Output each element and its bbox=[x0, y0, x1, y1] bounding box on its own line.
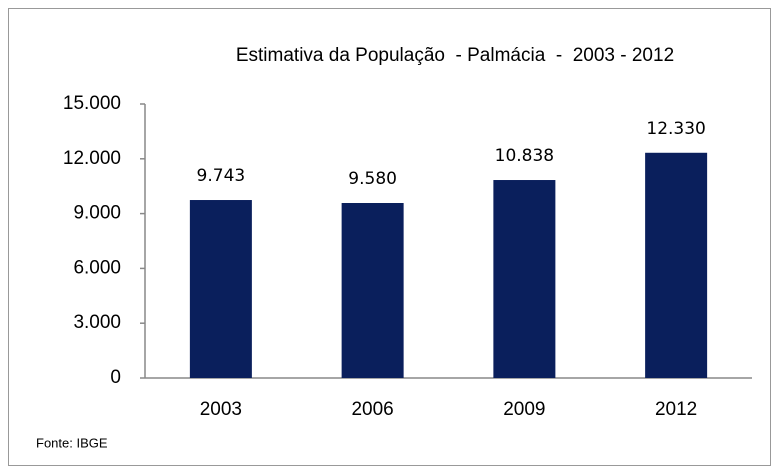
y-tick-label: 15.000 bbox=[63, 93, 121, 114]
bar bbox=[645, 152, 708, 378]
y-tick-label: 6.000 bbox=[73, 257, 121, 278]
value-label: 12.330 bbox=[646, 119, 705, 139]
value-label: 10.838 bbox=[495, 146, 554, 166]
bar bbox=[189, 200, 252, 378]
y-tick-label: 0 bbox=[110, 367, 121, 388]
y-tick-label: 9.000 bbox=[73, 203, 121, 224]
bar bbox=[341, 203, 404, 378]
x-tick-label: 2003 bbox=[200, 399, 242, 420]
x-tick-label: 2009 bbox=[503, 399, 545, 420]
source-note: Fonte: IBGE bbox=[36, 435, 108, 450]
value-label: 9.580 bbox=[348, 169, 397, 189]
bar bbox=[493, 180, 556, 378]
y-tick-label: 3.000 bbox=[73, 312, 121, 333]
x-tick-label: 2012 bbox=[655, 399, 697, 420]
x-tick-label: 2006 bbox=[351, 399, 393, 420]
y-tick-label: 12.000 bbox=[63, 148, 121, 169]
chart-title: Estimativa da População - Palmácia - 200… bbox=[236, 45, 674, 66]
value-label: 9.743 bbox=[197, 166, 246, 186]
